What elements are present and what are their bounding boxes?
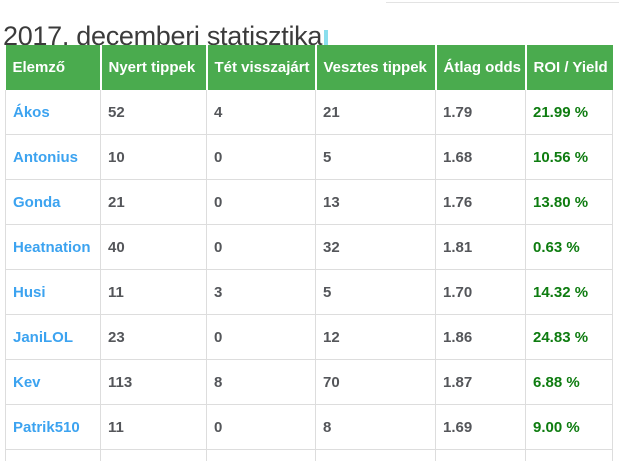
won-tips-cell: 11 [100, 269, 207, 315]
lost-tips-cell: 12 [315, 314, 436, 360]
stake-return-cell: 8 [206, 359, 316, 405]
avg-odds-cell: 1.69 [435, 404, 526, 450]
analyst-link[interactable]: Heatnation [5, 224, 101, 270]
lost-tips-cell: 21 [315, 90, 436, 135]
roi-cell: 9.00 % [525, 404, 613, 450]
analyst-link[interactable]: Ákos [5, 90, 101, 135]
lost-tips-cell: 70 [315, 359, 436, 405]
roi-cell: 6.88 % [525, 359, 613, 405]
roi-cell: 14.32 % [525, 269, 613, 315]
avg-odds-cell: 1.86 [435, 314, 526, 360]
roi-cell [525, 449, 613, 461]
avg-odds-cell: 1.70 [435, 269, 526, 315]
analyst-link[interactable]: Antonius [5, 134, 101, 180]
stake-return-cell: 0 [206, 314, 316, 360]
top-divider [386, 2, 619, 3]
column-header-roi-yield: ROI / Yield [525, 45, 613, 90]
won-tips-cell: 23 [100, 314, 207, 360]
won-tips-cell: 40 [100, 224, 207, 270]
column-header-won-tips: Nyert tippek [100, 45, 208, 90]
table-row: Antonius 10 0 5 1.68 10.56 % [5, 134, 613, 180]
table-row: Patrik510 11 0 8 1.69 9.00 % [5, 404, 613, 450]
table-row: Gonda 21 0 13 1.76 13.80 % [5, 179, 613, 225]
avg-odds-cell: 1.79 [435, 90, 526, 135]
column-header-stake-return: Tét visszajárt [206, 45, 317, 90]
stake-return-cell [206, 449, 316, 461]
avg-odds-cell: 1.81 [435, 224, 526, 270]
stake-return-cell: 3 [206, 269, 316, 315]
lost-tips-cell: 5 [315, 134, 436, 180]
table-body: Ákos 52 4 21 1.79 21.99 % Antonius 10 0 … [5, 90, 613, 461]
statistics-table: Elemző Nyert tippek Tét visszajárt Veszt… [5, 45, 613, 461]
analyst-link[interactable]: Patrik510 [5, 404, 101, 450]
column-header-analyst: Elemző [5, 45, 102, 90]
stake-return-cell: 4 [206, 90, 316, 135]
avg-odds-cell: 1.87 [435, 359, 526, 405]
table-row: Ákos 52 4 21 1.79 21.99 % [5, 90, 613, 135]
lost-tips-cell [315, 449, 436, 461]
table-row: Kev 113 8 70 1.87 6.88 % [5, 359, 613, 405]
avg-odds-cell: 1.68 [435, 134, 526, 180]
roi-cell: 10.56 % [525, 134, 613, 180]
column-header-lost-tips: Vesztes tippek [315, 45, 437, 90]
won-tips-cell: 52 [100, 90, 207, 135]
won-tips-cell [100, 449, 207, 461]
analyst-link [5, 449, 101, 461]
table-header-row: Elemző Nyert tippek Tét visszajárt Veszt… [5, 45, 613, 90]
stake-return-cell: 0 [206, 404, 316, 450]
won-tips-cell: 21 [100, 179, 207, 225]
lost-tips-cell: 32 [315, 224, 436, 270]
analyst-link[interactable]: JaniLOL [5, 314, 101, 360]
stake-return-cell: 0 [206, 224, 316, 270]
table-header: Elemző Nyert tippek Tét visszajárt Veszt… [5, 45, 613, 90]
won-tips-cell: 113 [100, 359, 207, 405]
analyst-link[interactable]: Kev [5, 359, 101, 405]
stake-return-cell: 0 [206, 179, 316, 225]
analyst-link[interactable]: Gonda [5, 179, 101, 225]
stake-return-cell: 0 [206, 134, 316, 180]
avg-odds-cell [435, 449, 526, 461]
table-row: Heatnation 40 0 32 1.81 0.63 % [5, 224, 613, 270]
analyst-link[interactable]: Husi [5, 269, 101, 315]
roi-cell: 21.99 % [525, 90, 613, 135]
table-row: JaniLOL 23 0 12 1.86 24.83 % [5, 314, 613, 360]
roi-cell: 13.80 % [525, 179, 613, 225]
avg-odds-cell: 1.76 [435, 179, 526, 225]
lost-tips-cell: 8 [315, 404, 436, 450]
table-row-partial [5, 449, 613, 461]
column-header-avg-odds: Átlag odds [435, 45, 527, 90]
won-tips-cell: 10 [100, 134, 207, 180]
won-tips-cell: 11 [100, 404, 207, 450]
table-row: Husi 11 3 5 1.70 14.32 % [5, 269, 613, 315]
roi-cell: 0.63 % [525, 224, 613, 270]
roi-cell: 24.83 % [525, 314, 613, 360]
lost-tips-cell: 5 [315, 269, 436, 315]
text-caret [324, 30, 329, 46]
lost-tips-cell: 13 [315, 179, 436, 225]
